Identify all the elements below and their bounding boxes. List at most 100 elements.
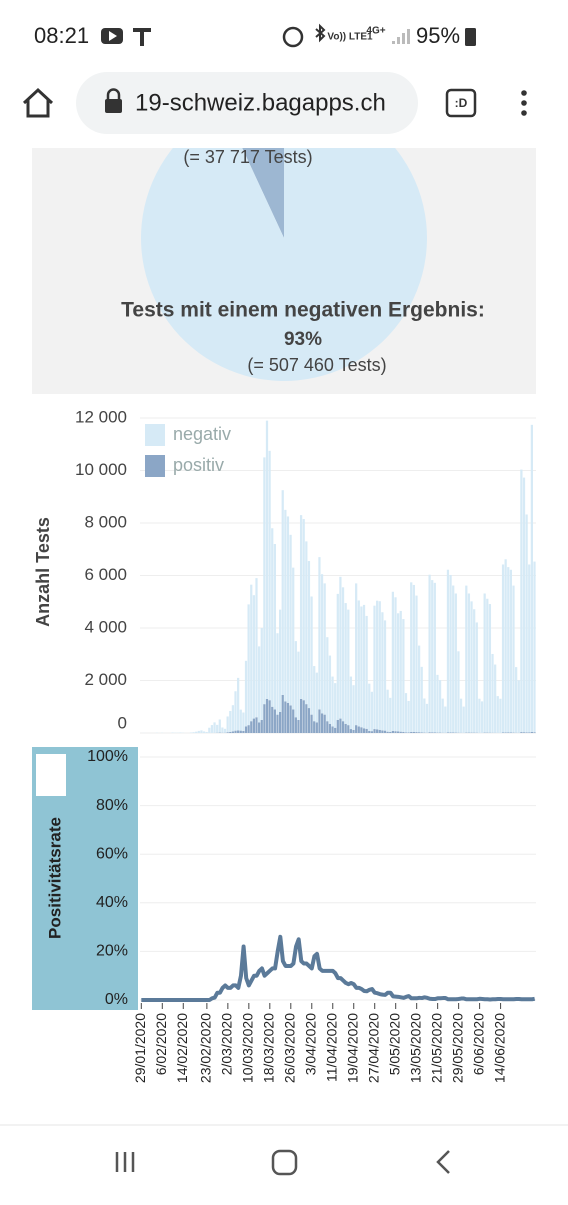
bar xyxy=(452,586,454,733)
legend-label: negativ xyxy=(173,424,231,444)
y-tick-label: 60% xyxy=(96,845,128,862)
y-tick-label: 0% xyxy=(105,991,128,1008)
bar xyxy=(289,535,291,706)
bar xyxy=(405,732,407,733)
bar xyxy=(245,661,247,727)
bar xyxy=(321,574,323,713)
bar xyxy=(358,600,360,726)
bar xyxy=(449,732,451,733)
bar xyxy=(397,613,399,731)
bar xyxy=(442,699,444,733)
bar xyxy=(282,695,284,733)
bar xyxy=(431,580,433,732)
bar xyxy=(368,731,370,733)
bar xyxy=(502,564,504,732)
bar xyxy=(253,719,255,733)
bar xyxy=(502,732,504,733)
y-tick-label: 10 000 xyxy=(75,460,127,479)
bar xyxy=(478,699,480,733)
bar xyxy=(366,729,368,733)
bar xyxy=(410,582,412,732)
bar xyxy=(326,721,328,733)
menu-dot[interactable] xyxy=(521,110,527,116)
bar xyxy=(373,729,375,733)
bar xyxy=(242,713,244,731)
bar xyxy=(326,637,328,721)
x-tick-label: 26/03/2020 xyxy=(281,1013,297,1083)
bar xyxy=(381,730,383,733)
bar xyxy=(300,699,302,733)
bar xyxy=(329,724,331,733)
bar xyxy=(318,709,320,733)
bar xyxy=(313,721,315,733)
bar xyxy=(289,705,291,733)
bar xyxy=(313,666,315,721)
bar xyxy=(428,575,430,733)
bar xyxy=(261,628,263,720)
bar xyxy=(473,609,475,732)
bar xyxy=(347,725,349,733)
bar xyxy=(528,732,530,733)
bar xyxy=(324,583,326,714)
bar xyxy=(263,457,265,704)
bar xyxy=(190,732,192,733)
home-nav-button[interactable] xyxy=(273,1151,296,1174)
bar xyxy=(203,731,205,733)
recent-apps-button[interactable] xyxy=(117,1152,133,1172)
bar xyxy=(379,601,381,730)
x-tick-label: 18/03/2020 xyxy=(261,1013,277,1083)
bar xyxy=(297,652,299,720)
bar xyxy=(460,699,462,733)
bar xyxy=(376,729,378,733)
bar xyxy=(520,732,522,733)
bar xyxy=(352,685,354,730)
bar xyxy=(373,606,375,729)
bar xyxy=(331,726,333,733)
pie-percent: 93% xyxy=(284,329,322,350)
bar xyxy=(258,723,260,734)
bar xyxy=(342,587,344,721)
bar xyxy=(402,732,404,733)
bar xyxy=(219,719,221,732)
bar xyxy=(274,709,276,733)
x-tick-label: 23/02/2020 xyxy=(198,1013,214,1083)
bar xyxy=(221,727,223,732)
pie-label: Tests mit einem negativen Ergebnis: xyxy=(121,299,485,322)
bar xyxy=(363,605,365,728)
bar xyxy=(512,586,514,733)
bar xyxy=(484,593,486,732)
bar xyxy=(381,612,383,730)
bar xyxy=(198,731,200,733)
bar xyxy=(400,611,402,732)
bar xyxy=(282,490,284,695)
bar xyxy=(242,731,244,733)
bar xyxy=(303,519,305,700)
bar xyxy=(227,716,229,732)
bar xyxy=(316,673,318,723)
bar xyxy=(366,616,368,729)
bar xyxy=(269,451,271,700)
bar xyxy=(355,725,357,733)
x-tick-label: 10/03/2020 xyxy=(240,1013,256,1083)
bar xyxy=(481,701,483,733)
menu-dot[interactable] xyxy=(521,100,527,106)
bar xyxy=(434,583,436,733)
bar xyxy=(402,619,404,732)
x-tick-label: 3/04/2020 xyxy=(302,1013,318,1075)
bar xyxy=(305,704,307,733)
x-tick-label: 29/05/2020 xyxy=(449,1013,465,1083)
bar xyxy=(431,732,433,733)
bar xyxy=(284,702,286,734)
lock-icon xyxy=(105,99,122,113)
bar xyxy=(360,606,362,727)
bar xyxy=(232,731,234,733)
back-button[interactable] xyxy=(438,1151,449,1173)
bar xyxy=(447,732,449,733)
pie-label-negative: (= 507 460 Tests) xyxy=(247,355,386,375)
bar xyxy=(331,677,333,727)
bar xyxy=(476,622,478,732)
y-axis-title: Positivitätsrate xyxy=(45,817,64,939)
menu-dot[interactable] xyxy=(521,90,527,96)
bar xyxy=(379,730,381,733)
